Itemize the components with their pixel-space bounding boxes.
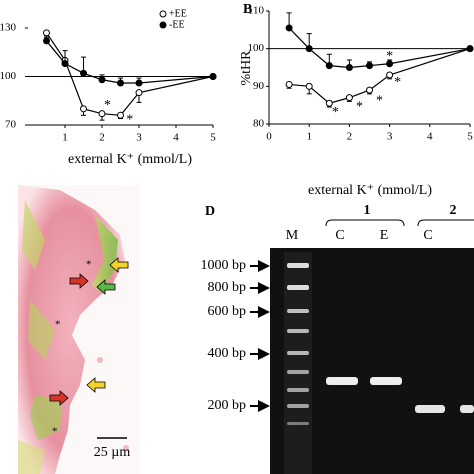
marker-label: 400 bp (208, 346, 247, 361)
data-point (345, 94, 353, 102)
data-point (80, 105, 87, 113)
band (370, 377, 402, 385)
y-axis-label: %tHR (239, 50, 254, 86)
lane-label: M (286, 228, 299, 243)
micrograph: * * * 25 µm (18, 185, 140, 474)
annotation: * (104, 98, 111, 113)
data-point (366, 62, 373, 70)
x-tick-label: 1 (62, 132, 68, 144)
annotation: * (386, 49, 393, 64)
data-point (325, 99, 333, 107)
y-tick-label: 100 (0, 70, 17, 82)
data-point (43, 29, 50, 37)
y-tick-label: 130 (0, 22, 17, 34)
scale-bar-label: 25 µm (94, 445, 131, 460)
band (326, 377, 358, 385)
data-point (80, 69, 87, 77)
marker-label: 600 bp (208, 304, 247, 319)
band (460, 405, 474, 413)
x-tick-label: 5 (467, 131, 473, 143)
data-point (117, 111, 124, 119)
data-point (98, 110, 106, 118)
asterisk: * (55, 319, 61, 331)
series-line (288, 27, 471, 69)
x-tick-label: 0 (266, 131, 272, 143)
legend-label: -EE (169, 19, 185, 30)
x-tick-label: 4 (427, 131, 433, 143)
lane-label: C (335, 228, 344, 243)
ladder (287, 263, 309, 425)
data-point (345, 64, 353, 71)
x-axis-label: external K⁺ (mmol/L) (308, 183, 432, 198)
x-axis-label: external K⁺ (mmol/L) (68, 152, 192, 167)
x-tick-label: 5 (210, 132, 216, 144)
lane-label: E (380, 228, 389, 243)
data-point (135, 79, 143, 87)
data-point (466, 45, 474, 53)
data-point (209, 73, 217, 80)
data-point (305, 45, 313, 53)
x-tick-label: 1 (306, 131, 312, 143)
data-point (285, 24, 293, 32)
marker-label: 800 bp (208, 280, 247, 295)
panel-label: B (243, 2, 252, 17)
x-tick-label: 4 (173, 132, 179, 144)
marker-label: 200 bp (208, 398, 247, 413)
x-tick-label: 3 (136, 132, 142, 144)
data-point (386, 71, 394, 79)
y-tick-label: 100 (248, 42, 265, 54)
data-point (386, 60, 394, 68)
legend-marker (159, 21, 167, 29)
y-tick-label: 70 (5, 119, 17, 131)
annotation: * (356, 99, 363, 114)
y-tick-label: 90 (253, 80, 265, 92)
asterisk: * (86, 259, 92, 271)
annotation: * (332, 105, 339, 120)
data-point (285, 80, 293, 88)
annotation: * (394, 75, 401, 90)
data-point (43, 37, 50, 45)
marker-label: 1000 bp (201, 258, 247, 273)
data-point (98, 76, 106, 84)
data-point (61, 60, 69, 68)
legend-label: +EE (169, 8, 187, 19)
lane-label: C (423, 228, 432, 243)
annotation: * (376, 94, 383, 109)
group-label: 2 (450, 203, 457, 218)
gel: D 1 2 M C E C (205, 203, 474, 474)
legend-marker (159, 10, 167, 18)
x-tick-label: 2 (99, 132, 105, 144)
annotation: * (126, 112, 133, 127)
data-point (305, 82, 313, 90)
x-tick-label: 2 (347, 131, 353, 143)
data-point (117, 79, 124, 87)
y-tick-label: 110 (248, 5, 265, 17)
group-label: 1 (364, 203, 371, 218)
series-line (46, 32, 214, 116)
data-point (135, 89, 143, 97)
data-point (366, 86, 373, 94)
data-point (325, 62, 333, 70)
band (415, 405, 445, 413)
asterisk: * (52, 426, 58, 438)
x-tick-label: 3 (387, 131, 393, 143)
panel-label: D (205, 204, 215, 219)
y-tick-label: 80 (253, 118, 265, 130)
